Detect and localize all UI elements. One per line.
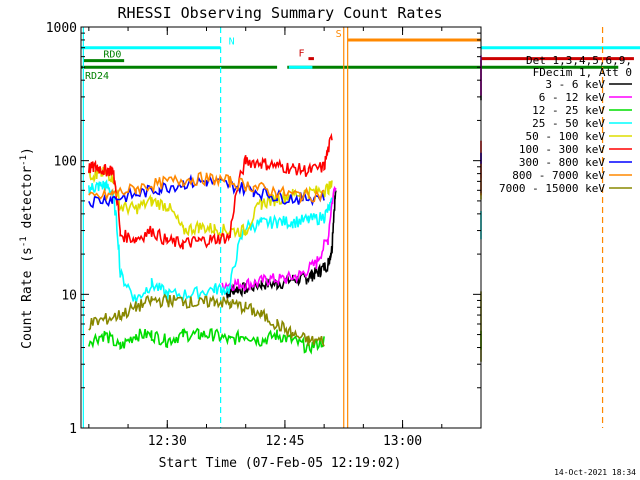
- flag-bars: N RD0 RD24 F S: [81, 29, 640, 82]
- series-5-part1: [88, 132, 333, 250]
- flag-label-2: RD24: [85, 71, 109, 82]
- y-axis-label: Count Rate (s-1 detector-1): [19, 147, 35, 349]
- flag-label-4: S: [336, 29, 342, 40]
- y-tick-label-3: 1000: [46, 21, 77, 36]
- legend-label-0: 3 - 6 keV: [545, 78, 605, 91]
- legend-label-2: 12 - 25 keV: [532, 104, 605, 117]
- flag-label-1: RD0: [103, 50, 121, 61]
- series-7-part1: [88, 171, 325, 204]
- x-tick-label-1: 12:45: [265, 434, 304, 449]
- series-8-part1: [88, 293, 325, 347]
- y-axis-label-end: ): [20, 147, 35, 155]
- x-tick-label-2: 13:00: [383, 434, 422, 449]
- legend-label-3: 25 - 50 keV: [532, 117, 605, 130]
- legend: Det 1,3,4,5,6,9,FDecim 1, Att 03 - 6 keV…: [499, 54, 632, 195]
- legend-label-6: 300 - 800 keV: [519, 156, 605, 169]
- chart-title: RHESSI Observing Summary Count Rates: [117, 4, 442, 22]
- y-axis-label-mid: detector: [20, 166, 35, 237]
- y-axis-label-main: Count Rate (s: [20, 247, 35, 349]
- flag-label-0: N: [229, 37, 235, 48]
- series-1-part1: [221, 185, 337, 292]
- legend-header-0: Det 1,3,4,5,6,9,: [526, 54, 632, 67]
- legend-label-1: 6 - 12 keV: [539, 91, 606, 104]
- y-tick-label-1: 10: [61, 288, 77, 303]
- vertical-markers: [82, 27, 604, 428]
- legend-label-5: 100 - 300 keV: [519, 143, 605, 156]
- plot-area: [81, 27, 481, 428]
- plot-frame: [80, 26, 482, 429]
- footer-timestamp: 14-Oct-2021 18:34: [554, 468, 636, 477]
- legend-label-4: 50 - 100 keV: [526, 130, 606, 143]
- y-axis-label-sup2: -1: [19, 155, 29, 166]
- plot-background: [81, 27, 481, 428]
- series-4-part1: [88, 166, 333, 239]
- y-tick-label-0: 1: [69, 422, 77, 437]
- legend-label-8: 7000 - 15000 keV: [499, 182, 605, 195]
- series-2-part1: [88, 327, 325, 355]
- legend-header-1: FDecim 1, Att 0: [533, 66, 632, 79]
- axes: 1 10 100 1000 12:30 12:45 13:00: [46, 21, 482, 449]
- y-tick-label-2: 100: [54, 155, 77, 170]
- flag-label-3: F: [298, 49, 304, 60]
- x-axis-label: Start Time (07-Feb-05 12:19:02): [159, 456, 402, 471]
- legend-label-7: 800 - 7000 keV: [512, 169, 605, 182]
- y-axis-label-sup1: -1: [19, 236, 29, 247]
- x-tick-label-0: 12:30: [148, 434, 187, 449]
